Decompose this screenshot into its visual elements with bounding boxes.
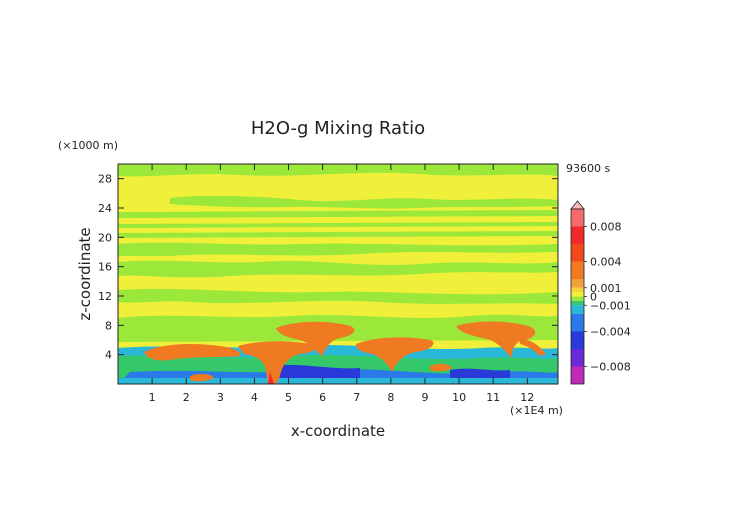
y-tick-label: 4 [105,349,112,362]
colorbar-label: −0.001 [590,299,631,312]
heatmap-field [118,164,558,384]
plume-core-1 [268,372,274,384]
colorbar-label: 0.004 [590,256,622,269]
x-axis: 1 2 3 4 5 6 7 8 9 10 11 12 [149,164,534,404]
x-tick-label: 9 [421,391,428,404]
plume-2 [238,341,316,384]
y-unit-label: (×1000 m) [58,139,118,152]
y-tick-label: 8 [105,319,112,332]
field-band-top [118,164,558,177]
plume-small-2 [190,373,214,382]
colorbar-segment [571,279,584,288]
y-tick-label: 20 [98,231,112,244]
x-tick-label: 8 [387,391,394,404]
x-tick-label: 11 [486,391,500,404]
y-tick-label: 12 [98,290,112,303]
colorbar-segment [571,287,584,293]
colorbar-segment [571,292,584,297]
plume-5-tail [520,338,546,356]
colorbar-label: 0.008 [590,221,622,234]
y-axis-label: z-coordinate [76,227,94,320]
colorbar-segment [571,244,584,262]
x-tick-label: 3 [217,391,224,404]
colorbar-label: 0.001 [590,282,622,295]
colorbar-segment [571,366,584,384]
x-axis-label: x-coordinate [291,422,385,440]
colorbar-segment [571,349,584,367]
colorbar-label: 0 [590,291,597,304]
x-tick-label: 12 [520,391,534,404]
x-tick-label: 6 [319,391,326,404]
colorbar-segment [571,296,584,301]
plume-small-1 [430,363,452,372]
colorbar-segment [571,305,584,314]
field-band-23 [118,210,558,218]
y-axis: 4 8 12 16 20 24 28 [98,173,558,362]
plume-1 [144,344,241,361]
y-tick-label: 24 [98,202,112,215]
plume-3 [276,321,355,356]
field-band-21 [118,222,558,228]
plume-4 [356,337,434,372]
colorbar-label: −0.008 [590,361,631,374]
field-cyan-rim [118,378,558,384]
colorbar-cap [570,200,585,210]
colorbar-segment [571,331,584,349]
y-tick-label: 28 [98,173,112,186]
colorbar-label: −0.004 [590,326,631,339]
field-band-top-patch [170,195,558,209]
x-tick-label: 10 [452,391,466,404]
colorbar-segment [571,226,584,244]
field-band-12 [118,288,558,304]
colorbar-segment [571,300,584,306]
field-band-15 [118,260,558,278]
x-tick-label: 7 [353,391,360,404]
field-band-17 [118,242,558,256]
chart-title: H2O-g Mixing Ratio [251,118,425,139]
x-tick-label: 4 [251,391,258,404]
time-label: 93600 s [566,162,610,175]
plume-5 [456,321,536,358]
field-blue-patch [270,364,360,382]
x-tick-label: 5 [285,391,292,404]
colorbar-segment [571,209,584,227]
colorbar-segment [571,261,584,279]
x-tick-label: 2 [183,391,190,404]
plot-frame [117,163,559,385]
y-tick-label: 16 [98,261,112,274]
x-tick-label: 1 [149,391,156,404]
field-band-19 [118,231,558,238]
colorbar-segment [571,314,584,332]
x-unit-label: (×1E4 m) [510,404,563,417]
